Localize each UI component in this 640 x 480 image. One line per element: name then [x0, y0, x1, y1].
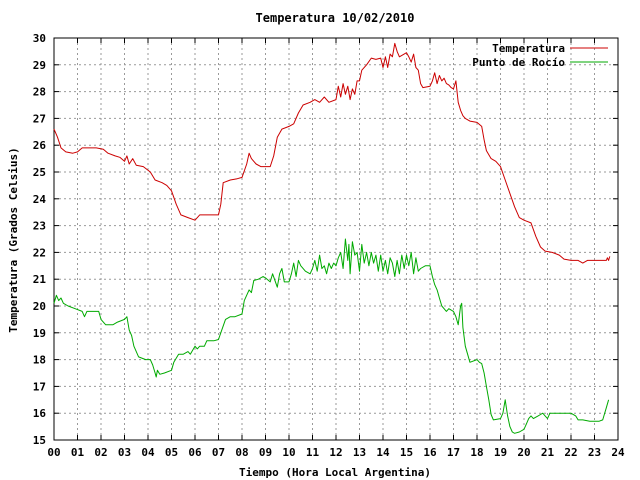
- series-line-temperatura: [53, 42, 611, 264]
- y-tick-label: 22: [33, 246, 46, 259]
- x-tick-label: 03: [118, 446, 131, 459]
- y-tick-label: 18: [33, 354, 46, 367]
- x-tick-label: 05: [165, 446, 178, 459]
- series-lines: [53, 42, 611, 434]
- x-tick-label: 08: [235, 446, 248, 459]
- legend-label-punto-de-rocio: Punto de Rocío: [472, 56, 565, 69]
- tick-marks: [53, 37, 619, 441]
- y-axis-label: Temperatura (Grados Celsius): [7, 147, 20, 332]
- y-tick-label: 17: [33, 380, 46, 393]
- x-tick-label: 16: [423, 446, 437, 459]
- y-tick-label: 27: [33, 112, 46, 125]
- x-tick-label: 21: [541, 446, 555, 459]
- x-tick-label: 09: [259, 446, 272, 459]
- x-tick-label: 10: [282, 446, 295, 459]
- y-tick-label: 23: [33, 220, 46, 233]
- legend: Temperatura Punto de Rocío: [472, 42, 608, 69]
- x-tick-label: 11: [306, 446, 320, 459]
- y-tick-label: 19: [33, 327, 46, 340]
- x-tick-label: 17: [447, 446, 460, 459]
- y-tick-label: 24: [33, 193, 47, 206]
- y-tick-label: 28: [33, 86, 46, 99]
- y-tick-label: 30: [33, 32, 46, 45]
- x-tick-label: 01: [71, 446, 85, 459]
- x-tick-label: 22: [564, 446, 577, 459]
- x-tick-label: 19: [494, 446, 507, 459]
- grid: [54, 38, 618, 440]
- series-line-punto-de-rocio: [53, 238, 610, 434]
- x-tick-label: 00: [47, 446, 60, 459]
- y-tick-label: 20: [33, 300, 46, 313]
- x-tick-label: 15: [400, 446, 413, 459]
- y-tick-labels: 15 16 17 18 19 20 21 22 23 24 25 26 27 28 29 30: [33, 32, 47, 447]
- x-tick-label: 04: [141, 446, 155, 459]
- x-tick-label: 20: [517, 446, 530, 459]
- x-tick-label: 02: [94, 446, 107, 459]
- y-tick-label: 21: [33, 273, 47, 286]
- y-tick-label: 25: [33, 166, 46, 179]
- x-tick-labels: 00 01 02 03 04 05 06 07 08 09 10 11 12 13 14 15 16 17 18 19…: [47, 446, 625, 459]
- chart-title: Temperatura 10/02/2010: [256, 11, 415, 25]
- y-tick-label: 15: [33, 434, 46, 447]
- x-tick-label: 06: [188, 446, 202, 459]
- x-axis-label: Tiempo (Hora Local Argentina): [239, 466, 431, 479]
- x-tick-label: 24: [611, 446, 625, 459]
- x-tick-label: 12: [329, 446, 342, 459]
- x-tick-label: 13: [353, 446, 366, 459]
- y-tick-label: 26: [33, 139, 47, 152]
- x-tick-label: 14: [376, 446, 390, 459]
- x-tick-label: 23: [588, 446, 601, 459]
- y-tick-label: 29: [33, 59, 46, 72]
- x-tick-label: 18: [470, 446, 483, 459]
- x-tick-label: 07: [212, 446, 225, 459]
- legend-label-temperatura: Temperatura: [492, 42, 565, 55]
- y-tick-label: 16: [33, 407, 47, 420]
